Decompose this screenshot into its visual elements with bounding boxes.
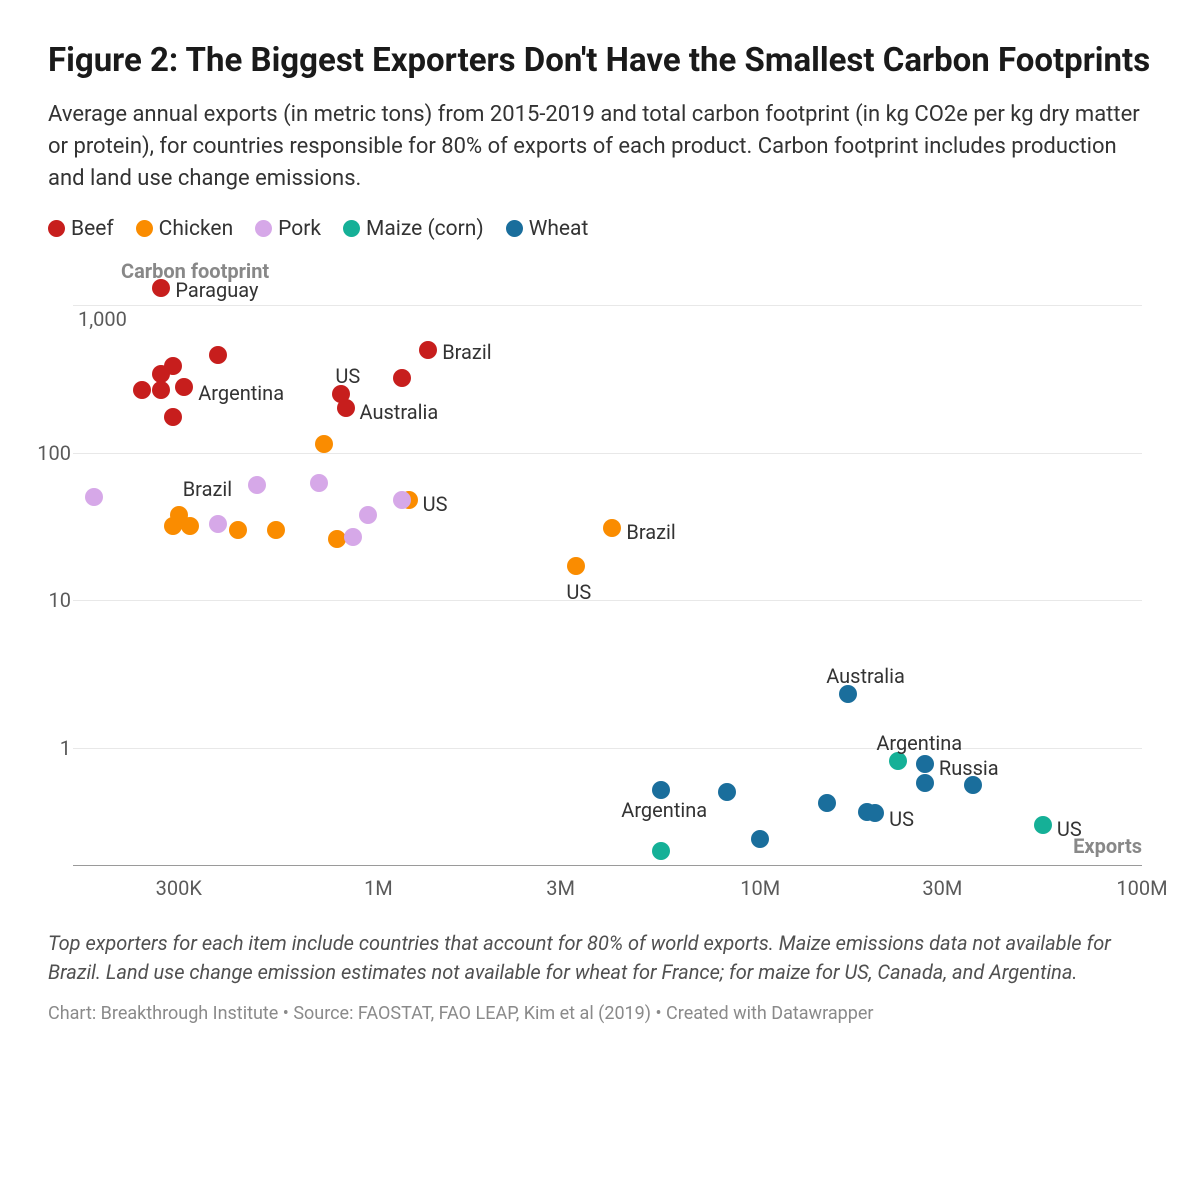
gridline xyxy=(73,600,1142,601)
data-point xyxy=(315,435,333,453)
data-point xyxy=(181,517,199,535)
chart-credit: Chart: Breakthrough Institute • Source: … xyxy=(48,1003,1152,1024)
x-tick-label: 10M xyxy=(740,876,780,900)
data-point xyxy=(152,381,170,399)
data-point xyxy=(209,346,227,364)
data-point-label: Argentina xyxy=(876,731,962,755)
legend-label: Beef xyxy=(71,217,114,241)
gridline xyxy=(73,453,1142,454)
data-point-label: Brazil xyxy=(183,477,232,501)
data-point-label: Argentina xyxy=(198,381,284,405)
chart-footnote: Top exporters for each item include coun… xyxy=(48,929,1152,987)
x-tick-label: 300K xyxy=(156,876,202,900)
legend-label: Wheat xyxy=(529,217,589,241)
x-tick-label: 30M xyxy=(922,876,962,900)
data-point xyxy=(751,830,769,848)
chart-subtitle: Average annual exports (in metric tons) … xyxy=(48,99,1152,195)
data-point xyxy=(164,408,182,426)
data-point-label: US xyxy=(423,492,448,516)
y-tick-label: 100 xyxy=(37,441,71,465)
data-point-label: US xyxy=(889,807,914,831)
data-point xyxy=(164,517,182,535)
data-point xyxy=(344,528,362,546)
gridline xyxy=(73,748,1142,749)
data-point xyxy=(964,776,982,794)
x-axis-title: Exports xyxy=(1073,834,1142,858)
legend-label: Chicken xyxy=(159,217,234,241)
data-point xyxy=(718,783,736,801)
y-tick-label: 1,000 xyxy=(78,307,127,331)
legend-item: Wheat xyxy=(506,217,589,241)
data-point xyxy=(1034,816,1052,834)
data-point xyxy=(152,279,170,297)
data-point xyxy=(567,557,585,575)
data-point xyxy=(866,804,884,822)
legend-item: Beef xyxy=(48,217,114,241)
data-point xyxy=(248,476,266,494)
legend-label: Maize (corn) xyxy=(366,217,484,241)
gridline xyxy=(73,305,1142,306)
data-point-label: US xyxy=(1057,817,1082,841)
legend-dot xyxy=(136,220,153,237)
x-tick-label: 3M xyxy=(546,876,575,900)
data-point xyxy=(818,794,836,812)
x-axis-baseline xyxy=(73,865,1142,866)
data-point xyxy=(337,399,355,417)
data-point xyxy=(359,506,377,524)
data-point xyxy=(393,491,411,509)
data-point xyxy=(603,519,621,537)
data-point-label: Argentina xyxy=(621,798,707,822)
data-point-label: Paraguay xyxy=(175,278,258,302)
data-point xyxy=(229,521,247,539)
legend-dot xyxy=(255,220,272,237)
legend-label: Pork xyxy=(278,217,321,241)
data-point xyxy=(419,341,437,359)
x-tick-label: 1M xyxy=(364,876,393,900)
data-point-label: US xyxy=(566,580,591,604)
legend-item: Maize (corn) xyxy=(343,217,484,241)
data-point xyxy=(209,515,227,533)
legend-dot xyxy=(343,220,360,237)
legend-dot xyxy=(506,220,523,237)
data-point xyxy=(916,774,934,792)
data-point xyxy=(393,369,411,387)
data-point-label: Australia xyxy=(826,664,905,688)
y-tick-label: 1 xyxy=(60,736,71,760)
legend-dot xyxy=(48,220,65,237)
data-point xyxy=(310,474,328,492)
legend-item: Chicken xyxy=(136,217,234,241)
y-tick-label: 10 xyxy=(49,588,71,612)
data-point-label: Brazil xyxy=(626,520,675,544)
legend-item: Pork xyxy=(255,217,321,241)
data-point xyxy=(652,781,670,799)
data-point-label: Australia xyxy=(360,400,439,424)
data-point-label: Brazil xyxy=(442,340,491,364)
data-point xyxy=(328,530,346,548)
x-tick-label: 100M xyxy=(1116,876,1167,900)
data-point-label: US xyxy=(335,364,360,388)
chart-title: Figure 2: The Biggest Exporters Don't Ha… xyxy=(48,40,1152,81)
data-point xyxy=(85,488,103,506)
data-point xyxy=(652,842,670,860)
data-point xyxy=(916,755,934,773)
legend: Beef Chicken Pork Maize (corn) Wheat xyxy=(48,217,1152,241)
scatter-chart: Carbon footprint Exports 1101001,000300K… xyxy=(48,261,1152,901)
data-point xyxy=(175,378,193,396)
data-point xyxy=(133,381,151,399)
data-point xyxy=(267,521,285,539)
